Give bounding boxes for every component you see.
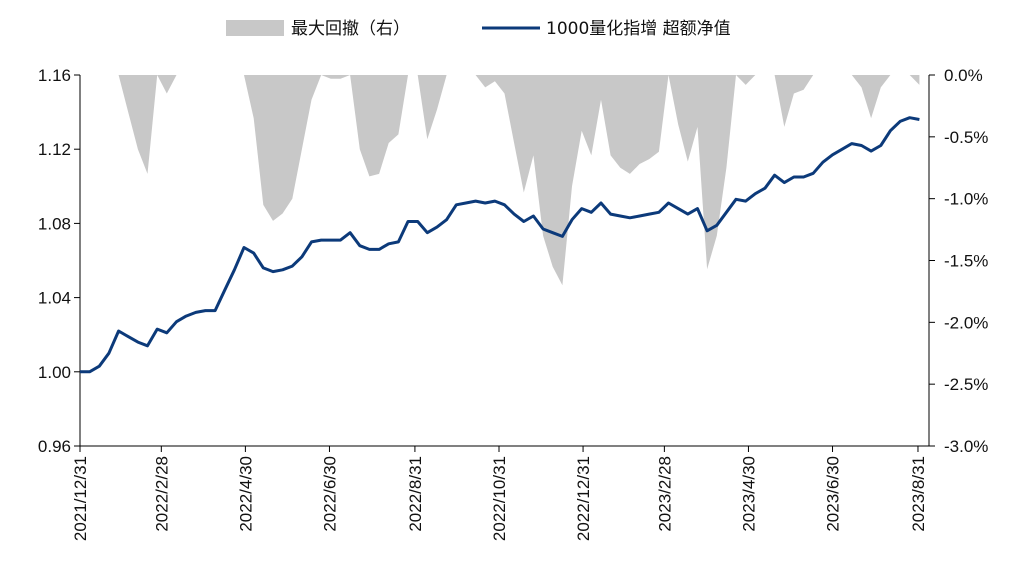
x-tick-label: 2022/12/31	[574, 456, 593, 541]
right-ticks: 0.0% -0.5% -1.0% -1.5% -2.0% -2.5% -3.0%	[929, 66, 988, 456]
left-tick-label: 1.04	[38, 289, 71, 308]
right-tick-label: -2.0%	[944, 313, 988, 332]
right-tick-label: 0.0%	[944, 66, 983, 85]
left-ticks: 0.96 1.00 1.04 1.08 1.12 1.16	[38, 66, 80, 456]
drawdown-area	[80, 75, 920, 286]
left-tick-label: 1.12	[38, 140, 71, 159]
x-tick-label: 2023/2/28	[655, 456, 674, 532]
left-tick-label: 1.00	[38, 363, 71, 382]
legend-label-drawdown: 最大回撤（右）	[291, 19, 410, 39]
x-tick-label: 2022/6/30	[320, 456, 339, 532]
right-tick-label: -0.5%	[944, 128, 988, 147]
x-tick-label: 2021/12/31	[71, 456, 90, 541]
x-tick-label: 2023/8/31	[909, 456, 928, 532]
x-tick-label: 2023/4/30	[739, 456, 758, 532]
right-tick-label: -3.0%	[944, 437, 988, 456]
x-tick-label: 2022/4/30	[236, 456, 255, 532]
left-tick-label: 0.96	[38, 437, 71, 456]
nav-line	[80, 116, 920, 374]
x-tick-label: 2023/6/30	[824, 456, 843, 532]
axes	[79, 75, 930, 447]
right-tick-label: -1.0%	[944, 190, 988, 209]
drawdown-area-layer	[80, 75, 920, 286]
x-tick-label: 2022/8/31	[406, 456, 425, 532]
x-tick-label: 2022/10/31	[490, 456, 509, 541]
legend: 最大回撤（右） 1000量化指增 超额净值	[226, 19, 731, 39]
nav-line-layer	[80, 116, 920, 374]
right-tick-label: -2.5%	[944, 375, 988, 394]
legend-label-nav: 1000量化指增 超额净值	[546, 19, 731, 39]
x-tick-label: 2022/2/28	[152, 456, 171, 532]
x-ticks: 2021/12/31 2022/2/28 2022/4/30 2022/6/30 202…	[71, 446, 928, 541]
left-tick-label: 1.16	[38, 66, 71, 85]
right-tick-label: -1.5%	[944, 252, 988, 271]
legend-swatch-drawdown	[226, 20, 284, 36]
left-tick-label: 1.08	[38, 214, 71, 233]
